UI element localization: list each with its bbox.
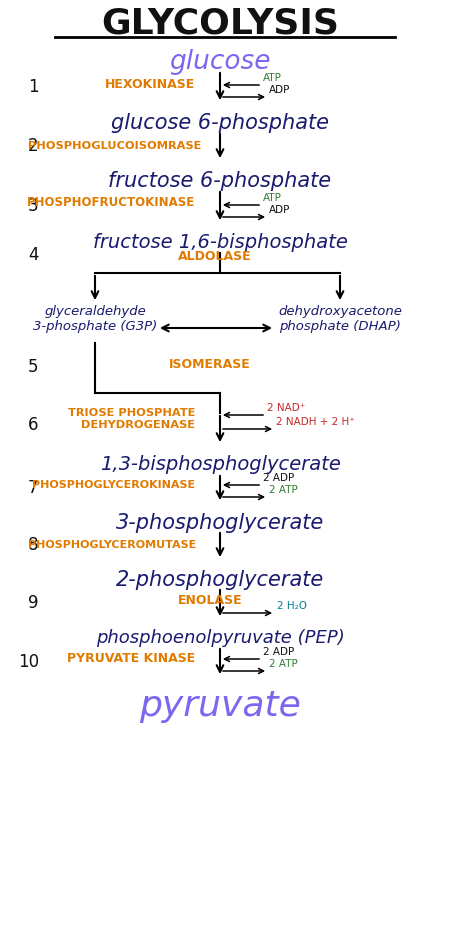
Text: 5: 5 (28, 358, 38, 376)
Text: 2 ATP: 2 ATP (269, 485, 298, 495)
Text: PYRUVATE KINASE: PYRUVATE KINASE (67, 653, 195, 666)
Text: ADP: ADP (269, 205, 291, 215)
Text: 9: 9 (28, 594, 38, 612)
Text: 7: 7 (28, 479, 38, 497)
Text: ENOLASE: ENOLASE (178, 594, 242, 607)
Text: 4: 4 (28, 246, 38, 264)
Text: dehydroxyacetone
phosphate (DHAP): dehydroxyacetone phosphate (DHAP) (278, 305, 402, 333)
Text: PHOSPHOFRUCTOKINASE: PHOSPHOFRUCTOKINASE (27, 196, 195, 209)
Text: PHOSPHOGLYCEROMUTASE: PHOSPHOGLYCEROMUTASE (28, 540, 196, 550)
Text: glucose: glucose (169, 49, 271, 75)
Text: 2-phosphoglycerate: 2-phosphoglycerate (116, 570, 324, 590)
Text: ALDOLASE: ALDOLASE (178, 250, 252, 263)
Text: 3-phosphoglycerate: 3-phosphoglycerate (116, 513, 324, 533)
Text: 2 ATP: 2 ATP (269, 659, 298, 669)
Text: GLYCOLYSIS: GLYCOLYSIS (101, 7, 339, 41)
Text: 2 H₂O: 2 H₂O (277, 601, 307, 611)
Text: TRIOSE PHOSPHATE
DEHYDROGENASE: TRIOSE PHOSPHATE DEHYDROGENASE (68, 409, 195, 430)
Text: PHOSPHOGLUCOISOMRASE: PHOSPHOGLUCOISOMRASE (28, 141, 201, 151)
Text: ATP: ATP (263, 193, 282, 203)
Text: fructose 6-phosphate: fructose 6-phosphate (109, 171, 331, 191)
Text: 3: 3 (28, 197, 38, 215)
Text: ATP: ATP (263, 73, 282, 83)
Text: 1: 1 (28, 78, 38, 96)
Text: 6: 6 (28, 416, 38, 434)
Text: ISOMERASE: ISOMERASE (169, 358, 251, 371)
Text: ADP: ADP (269, 85, 291, 95)
Text: 10: 10 (18, 653, 39, 671)
Text: PHOSPHOGLYCEROKINASE: PHOSPHOGLYCEROKINASE (32, 480, 195, 490)
Text: glyceraldehyde
3-phosphate (G3P): glyceraldehyde 3-phosphate (G3P) (33, 305, 157, 333)
Text: 2 ADP: 2 ADP (263, 647, 294, 657)
Text: fructose 1,6-bisphosphate: fructose 1,6-bisphosphate (92, 233, 347, 252)
Text: 2 NADH + 2 H⁺: 2 NADH + 2 H⁺ (276, 417, 355, 427)
Text: pyruvate: pyruvate (139, 689, 301, 723)
Text: 1,3-bisphosphoglycerate: 1,3-bisphosphoglycerate (100, 455, 340, 474)
Text: 2 NAD⁺: 2 NAD⁺ (267, 403, 305, 413)
Text: glucose 6-phosphate: glucose 6-phosphate (111, 113, 329, 133)
Text: 2 ADP: 2 ADP (263, 473, 294, 483)
Text: HEXOKINASE: HEXOKINASE (105, 78, 195, 91)
Text: phosphoenolpyruvate (PEP): phosphoenolpyruvate (PEP) (96, 629, 345, 647)
Text: 2: 2 (28, 137, 38, 155)
Text: 8: 8 (28, 536, 38, 554)
